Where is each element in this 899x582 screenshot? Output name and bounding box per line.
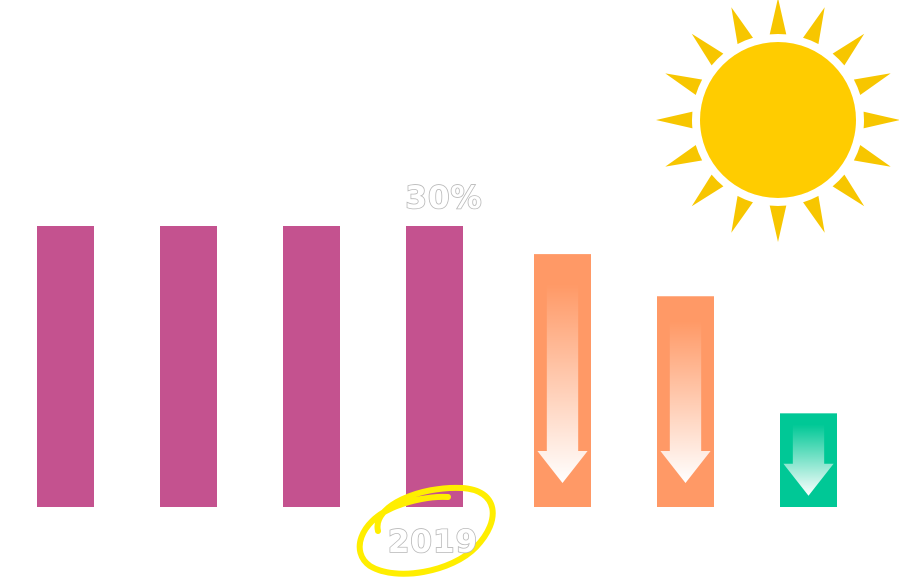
bar-4 — [406, 226, 463, 507]
bar-1 — [37, 226, 94, 507]
bar-rect-2 — [160, 226, 217, 507]
bar-5 — [534, 254, 591, 507]
bar-group — [37, 226, 837, 507]
bar-rect-3 — [283, 226, 340, 507]
sun-ray — [768, 199, 788, 242]
bar-6 — [657, 296, 714, 507]
sun-ray — [656, 110, 699, 130]
bar-7 — [780, 413, 837, 507]
sun-icon — [656, 0, 899, 242]
bar-rect-1 — [37, 226, 94, 507]
down-arrow-icon — [660, 321, 711, 483]
bar-rect-4 — [406, 226, 463, 507]
sun-disc — [700, 42, 856, 198]
down-arrow-icon — [537, 284, 588, 483]
bar-2 — [160, 226, 217, 507]
bar-3 — [283, 226, 340, 507]
sun-ray — [768, 0, 788, 41]
sun-ray — [857, 110, 899, 130]
highlight-circle — [356, 484, 496, 577]
category-label-2019: 2019 — [388, 524, 478, 560]
data-label-2019: 30% — [405, 180, 482, 216]
down-arrow-icon — [783, 424, 834, 496]
